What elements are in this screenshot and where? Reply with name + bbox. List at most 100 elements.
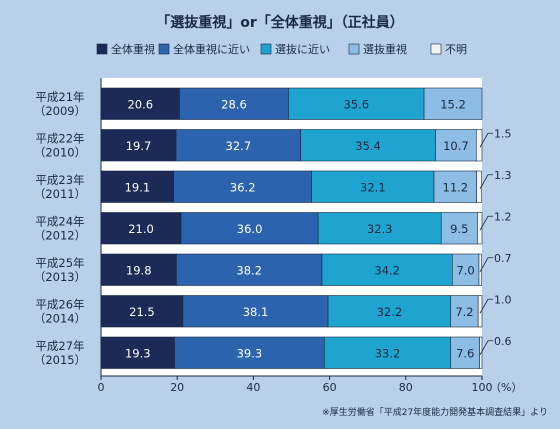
bar-segment-4-6 [450,295,479,328]
bar-segment-4-2 [435,129,477,162]
legend-label-1: 全体重視 [111,42,155,56]
row-label-western-4: （2012） [34,228,86,242]
data-label-2-6: 38.1 [243,305,269,319]
row-label-year-2: 平成22年 [35,131,84,145]
data-label-4-1: 15.2 [440,97,466,111]
bar-segment-3-4 [317,212,442,245]
row-label-year-6: 平成26年 [35,297,84,311]
bar-segment-2-5 [176,253,323,286]
row-label-western-3: （2011） [34,187,86,201]
bar-segment-1-6 [100,295,184,328]
x-tick-label-5: 80 [399,381,413,394]
row-label-western-2: （2010） [34,145,86,159]
data-label-2-7: 39.3 [237,346,263,360]
bar-segment-3-5 [321,253,453,286]
bar-segment-2-2 [175,129,301,162]
bar-segment-3-3 [311,170,435,203]
row-label-year-4: 平成24年 [35,214,84,228]
leader-line-3 [479,174,493,189]
unknown-label-5: 0.7 [494,252,512,265]
data-label-1-6: 21.5 [129,305,155,319]
legend-swatch-1 [96,43,108,55]
bar-segment-4-3 [433,170,477,203]
row-label-western-7: （2015） [34,353,86,367]
data-label-2-1: 28.6 [221,97,247,111]
bar-segment-5-4 [477,212,483,245]
x-unit-label: （%） [490,381,522,394]
leader-line-6 [479,298,493,314]
row-label-year-5: 平成25年 [35,256,84,270]
data-label-1-5: 19.8 [126,263,152,277]
leader-line-2 [479,132,493,148]
data-label-3-5: 34.2 [374,263,400,277]
bar-segment-1-3 [100,170,175,203]
data-label-3-4: 32.3 [367,222,393,236]
bar-segment-5-6 [477,295,483,328]
data-label-3-7: 33.2 [375,346,401,360]
bar-segment-4-7 [450,336,481,369]
legend: 全体重視 全体重視に近い 選抜に近い 選抜重視 不明 [96,42,467,56]
bar-segment-3-1 [288,87,425,120]
bar-segment-2-1 [179,87,289,120]
x-tick-label-2: 20 [170,381,184,394]
bar-segment-4-5 [451,253,480,286]
data-label-4-6: 7.2 [455,305,473,319]
data-label-4-5: 7.0 [456,263,474,277]
bar-segment-4-1 [423,87,483,120]
legend-label-4: 選抜重視 [363,42,407,56]
bar-segment-3-6 [327,295,452,328]
data-label-1-2: 19.7 [126,139,152,153]
row-label-year-1: 平成21年 [35,90,84,104]
data-label-4-7: 7.6 [456,346,474,360]
x-tick-label-6: 100 [472,381,493,394]
legend-label-2: 全体重視に近い [173,42,250,56]
data-label-2-2: 32.7 [226,139,252,153]
unknown-label-4: 1.2 [494,210,512,223]
leader-line-5 [479,257,493,272]
data-label-4-2: 10.7 [443,139,469,153]
unknown-label-2: 1.5 [494,127,512,140]
row-label-western-5: （2013） [34,270,86,284]
leader-line-4 [479,215,493,231]
data-label-3-2: 35.4 [355,139,381,153]
data-label-1-4: 21.0 [128,222,154,236]
data-label-2-4: 36.0 [237,222,263,236]
unknown-label-6: 1.0 [494,293,512,306]
bar-segment-3-2 [300,129,436,162]
x-tick-label-1: 0 [98,381,105,394]
bar-rows: 平成21年（2009） 20.6 28.6 35.6 15.2 平成22年（2010） 19… [34,78,512,376]
unknown-label-3: 1.3 [494,169,512,182]
x-tick-label-3: 40 [246,381,260,394]
unknown-label-7: 0.6 [494,335,512,348]
data-label-3-6: 32.2 [377,305,403,319]
row-label-year-3: 平成23年 [35,173,84,187]
bar-segment-1-2 [100,129,177,162]
bar-segment-1-1 [100,87,180,120]
bar-segment-2-7 [174,336,325,369]
data-label-4-4: 9.5 [450,222,468,236]
data-label-1-3: 19.1 [125,180,151,194]
legend-swatch-2 [158,43,170,55]
bar-segment-2-6 [182,295,329,328]
source-note: ※厚生労働省「平成27年度能力開発基本調査結果」より [322,406,548,418]
legend-label-3: 選抜に近い [275,42,330,56]
chart-title: 「選抜重視」or「全体重視」（正社員） [156,14,404,31]
data-label-3-3: 32.1 [360,180,386,194]
x-axis: 0 20 40 60 80 100（%） [98,78,522,394]
legend-swatch-3 [260,43,272,55]
legend-swatch-5 [430,43,442,55]
x-tick-label-4: 60 [323,381,337,394]
bar-segment-1-4 [100,212,182,245]
legend-label-5: 不明 [445,43,467,56]
row-label-western-6: （2014） [34,311,86,325]
bar-segment-5-3 [476,170,482,203]
legend-swatch-4 [348,43,360,55]
data-label-4-3: 11.2 [443,180,469,194]
bar-segment-2-3 [173,170,312,203]
data-label-1-7: 19.3 [125,346,151,360]
bar-segment-5-5 [478,253,482,286]
data-label-3-1: 35.6 [343,97,369,111]
bar-segment-5-2 [475,129,483,162]
data-label-1-1: 20.6 [127,97,153,111]
